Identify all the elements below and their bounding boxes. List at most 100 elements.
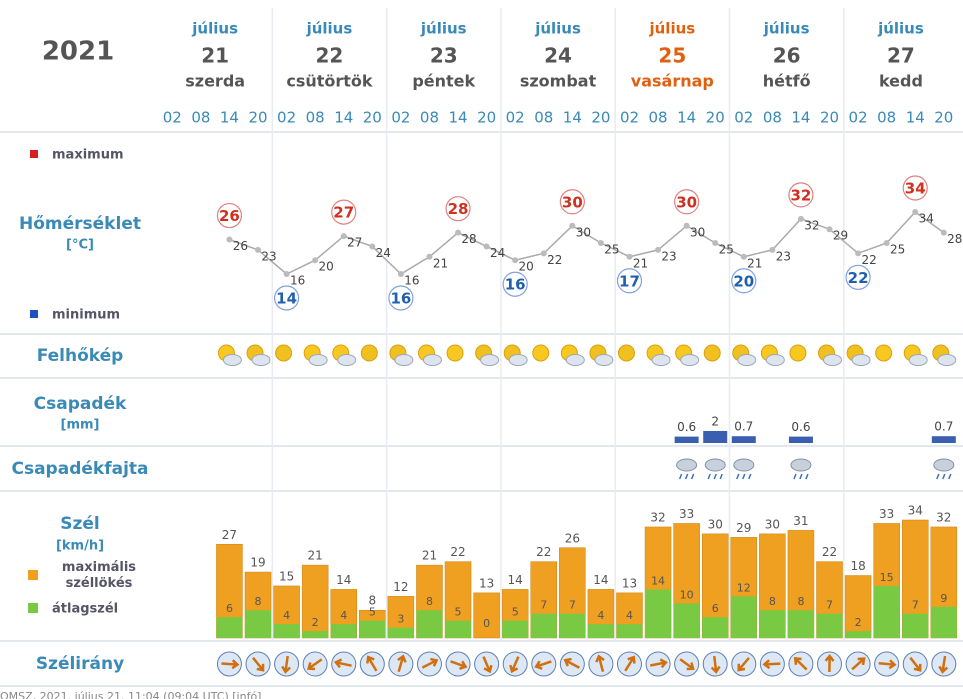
max-value: 32 <box>791 186 812 204</box>
max-legend <box>30 150 38 158</box>
day-weekday: péntek <box>412 72 475 91</box>
avg-bar <box>445 620 472 638</box>
temperature-point <box>569 222 576 229</box>
precip-label: Csapadék <box>34 394 127 414</box>
avg-bar <box>645 589 672 638</box>
avg-value: 7 <box>912 599 919 612</box>
icon-sun <box>875 344 893 362</box>
max-value: 34 <box>905 180 926 198</box>
min-value: 14 <box>276 290 297 308</box>
wind-dir-icon <box>531 651 557 677</box>
hour-label: 08 <box>649 109 668 127</box>
icon-sun <box>532 344 550 362</box>
gust-value: 33 <box>679 507 694 521</box>
precip-icon <box>733 458 755 480</box>
day-month: július <box>648 20 695 38</box>
min-label: minimum <box>52 308 120 323</box>
avg-bar <box>902 613 929 638</box>
cloud-icon <box>217 344 242 366</box>
avg-value: 4 <box>597 609 604 622</box>
max-value: 30 <box>562 193 583 211</box>
wind-dir-icon <box>559 651 585 677</box>
gust-value: 34 <box>908 504 923 518</box>
wind-dir-icon <box>759 651 785 677</box>
max-value: 26 <box>219 207 240 225</box>
icon-arrow <box>737 657 750 672</box>
icon-cloud <box>394 354 414 366</box>
day-month: július <box>420 20 467 38</box>
icon-cloud <box>680 354 700 366</box>
max-circle <box>331 199 357 225</box>
icon-arrow <box>421 657 439 669</box>
hour-label: 08 <box>534 109 553 127</box>
temperature-point <box>683 222 690 229</box>
max-circle <box>902 175 928 201</box>
cloud-icon <box>475 344 500 366</box>
gust-label-box: maximális széllökés <box>62 560 136 591</box>
wind-dir-icon <box>902 651 928 677</box>
day-number: 27 <box>887 44 915 68</box>
icon-arrow <box>679 658 695 671</box>
icon-cloud <box>704 458 726 472</box>
gust-bar <box>844 575 872 639</box>
icon-cloud <box>676 458 698 472</box>
min-legend <box>30 310 38 318</box>
avg-bar <box>930 606 957 638</box>
avg-value: 6 <box>712 602 719 615</box>
icon-cloud <box>651 354 671 366</box>
icon-cloud <box>508 354 528 366</box>
cloud-icon <box>417 344 442 366</box>
temperature-point <box>455 229 462 236</box>
hour-label: 08 <box>191 109 210 127</box>
cloud-icon <box>760 344 785 366</box>
avg-bar <box>587 624 614 638</box>
icon-cloud <box>222 354 242 366</box>
min-value: 17 <box>619 272 640 290</box>
precip-value: 2 <box>711 415 719 429</box>
temperature-line <box>229 211 945 275</box>
hour-label: 20 <box>363 109 382 127</box>
temperature-point <box>426 253 433 260</box>
max-label: maximum <box>52 148 124 163</box>
icon-sun <box>789 344 807 362</box>
gust-value: 22 <box>450 545 465 559</box>
day-number: 25 <box>658 44 686 68</box>
day-weekday: szombat <box>520 72 597 91</box>
icon-drops <box>678 473 695 480</box>
temperature-point <box>797 215 804 222</box>
temperature-value: 21 <box>633 256 648 270</box>
avg-value: 0 <box>483 617 490 630</box>
day-weekday: kedd <box>879 72 923 91</box>
icon-arrow <box>306 658 323 671</box>
year: 2021 <box>42 37 114 67</box>
min-value: 20 <box>733 272 754 290</box>
temperature-value: 30 <box>690 225 705 239</box>
max-circle <box>674 189 700 215</box>
icon-cloud <box>733 458 755 472</box>
temperature-value: 23 <box>776 249 791 263</box>
gust-value: 12 <box>393 580 408 594</box>
avg-value: 10 <box>680 588 694 601</box>
avg-bar <box>816 613 843 638</box>
cloud-icon <box>932 344 957 366</box>
temperature-point <box>226 236 233 243</box>
wind-dir-icon <box>302 651 328 677</box>
icon-arrow <box>333 658 352 669</box>
wind-dir-icon <box>216 651 242 677</box>
day-weekday: csütörtök <box>286 72 373 91</box>
wind-dir-icon <box>817 651 843 677</box>
wind-dir-label: Szélirány <box>36 654 124 674</box>
cloud-icon <box>732 344 757 366</box>
max-circle <box>445 196 471 222</box>
cloud-icon <box>646 344 671 366</box>
day-month: július <box>763 20 810 38</box>
min-circle <box>388 285 414 311</box>
avg-value: 2 <box>312 616 319 629</box>
day-number: 23 <box>430 44 458 68</box>
gust-value: 30 <box>708 517 723 531</box>
wind-dir-icon <box>702 651 728 677</box>
avg-label: átlagszél <box>52 602 118 617</box>
day-number: 22 <box>316 44 344 68</box>
temperature-point <box>883 240 890 246</box>
avg-value: 4 <box>340 609 347 622</box>
